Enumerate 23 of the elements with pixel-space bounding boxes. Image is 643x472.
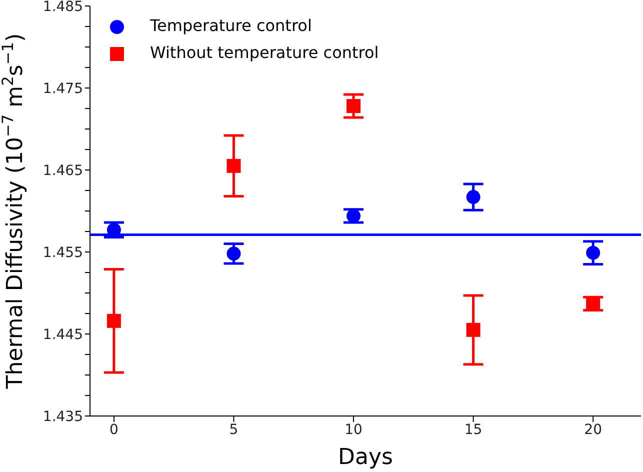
y-tick-label: 1.445 xyxy=(42,326,83,343)
x-tick-label: 5 xyxy=(229,422,238,438)
point xyxy=(226,246,241,261)
point xyxy=(226,158,241,173)
point xyxy=(346,99,361,114)
y-tick-label: 1.485 xyxy=(42,0,83,15)
y-tick-label: 1.475 xyxy=(42,80,83,97)
x-tick-label: 20 xyxy=(584,422,602,438)
legend-label: Without temperature control xyxy=(150,43,379,62)
x-tick-label: 15 xyxy=(464,422,482,438)
x-tick-label: 0 xyxy=(109,422,118,438)
point xyxy=(466,190,480,204)
y-tick-label: 1.435 xyxy=(42,408,83,425)
point xyxy=(466,322,480,337)
x-tick-label: 10 xyxy=(344,422,362,438)
y-tick-label: 1.465 xyxy=(42,162,83,179)
legend-label: Temperature control xyxy=(150,16,312,35)
point xyxy=(106,314,121,328)
x-axis-title: Days xyxy=(338,445,393,470)
y-tick-label: 1.455 xyxy=(42,244,83,261)
point xyxy=(586,296,600,311)
point xyxy=(346,208,361,223)
point xyxy=(586,246,600,260)
